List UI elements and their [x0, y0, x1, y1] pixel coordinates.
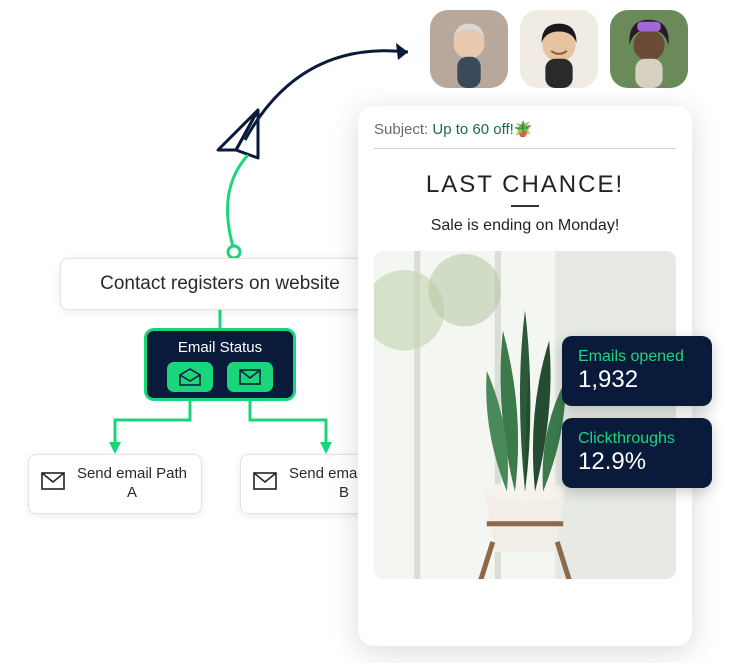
stat-clickthroughs-label: Clickthroughs: [578, 430, 696, 448]
email-subject-prefix: Subject:: [374, 121, 432, 138]
closed-envelope-icon: [227, 362, 273, 392]
flow-node-email-status: Email Status: [144, 328, 296, 401]
plant-emoji-icon: 🪴: [514, 121, 533, 138]
infographic-stage: Contact registers on website Email Statu…: [0, 0, 730, 663]
headline-divider: [511, 205, 539, 207]
stat-emails-opened-value: 1,932: [578, 366, 696, 394]
flow-node-register: Contact registers on website: [60, 258, 380, 310]
email-subject-line: Subject: Up to 60 off!🪴: [374, 120, 676, 149]
paper-plane-icon: [218, 110, 258, 158]
avatar-1: [430, 10, 508, 88]
envelope-icon: [253, 472, 277, 495]
avatar-2: [520, 10, 598, 88]
email-hero-image: [374, 251, 676, 579]
envelope-icon: [41, 472, 65, 495]
flow-node-path-a-label: Send email Path A: [75, 465, 189, 503]
stat-emails-opened-label: Emails opened: [578, 348, 696, 366]
avatar-row: [430, 10, 688, 88]
stat-emails-opened: Emails opened 1,932: [562, 336, 712, 406]
stat-clickthroughs-value: 12.9%: [578, 448, 696, 476]
stat-clickthroughs: Clickthroughs 12.9%: [562, 418, 712, 488]
email-hero: LAST CHANCE! Sale is ending on Monday!: [374, 149, 676, 251]
email-headline: LAST CHANCE!: [382, 171, 668, 199]
email-tagline: Sale is ending on Monday!: [382, 217, 668, 235]
flow-node-path-a: Send email Path A: [28, 454, 202, 514]
flow-node-register-label: Contact registers on website: [100, 273, 340, 294]
avatar-3: [610, 10, 688, 88]
email-subject-text: Up to 60 off!: [432, 121, 513, 138]
flow-node-email-status-label: Email Status: [157, 339, 283, 356]
open-envelope-icon: [167, 362, 213, 392]
